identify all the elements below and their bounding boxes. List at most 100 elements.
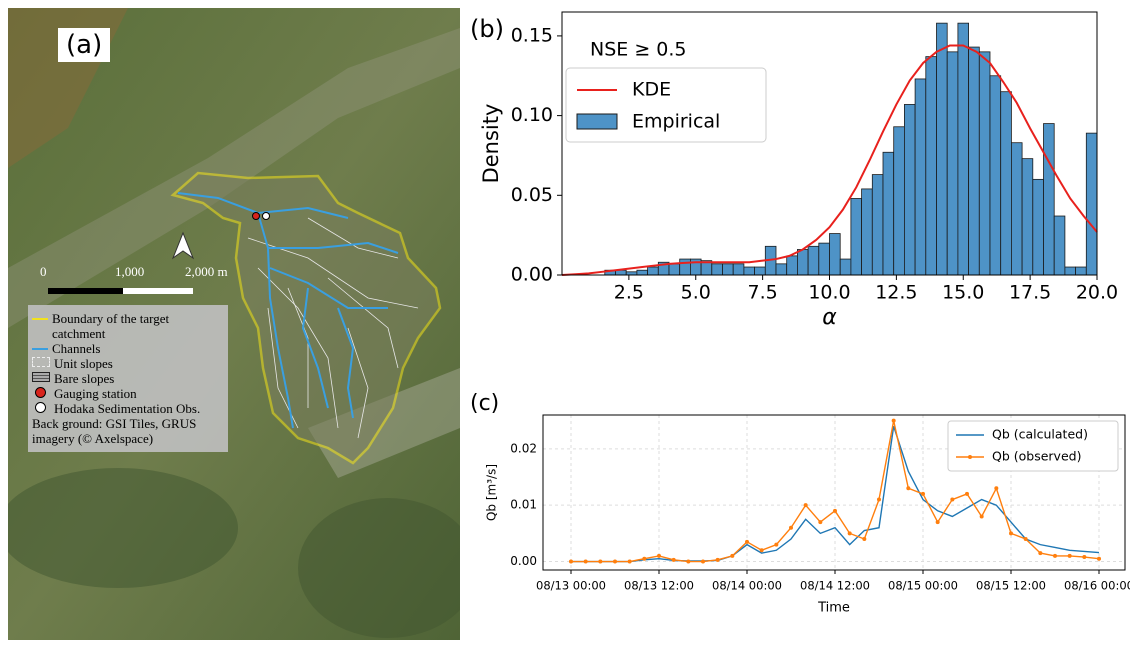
data-point: [774, 543, 778, 547]
legend-swatch: [968, 455, 972, 459]
y-tick-label: 0.00: [510, 554, 537, 568]
x-tick-label: 2.5: [614, 282, 644, 304]
bar: [883, 152, 894, 275]
bar: [926, 57, 937, 275]
data-point: [848, 531, 852, 535]
legend-swatch: [577, 114, 617, 129]
data-point: [1068, 554, 1072, 558]
y-tick-label: 0.00: [511, 264, 553, 286]
annotation: NSE ≥ 0.5: [590, 39, 687, 61]
data-point: [657, 554, 661, 558]
bar: [755, 267, 766, 275]
data-point: [628, 560, 632, 564]
x-axis-label: Time: [817, 601, 850, 616]
bar: [840, 259, 851, 275]
data-point: [598, 560, 602, 564]
bar: [947, 52, 958, 275]
bar: [744, 267, 755, 275]
x-tick-label: 20.0: [1076, 282, 1118, 304]
bar: [990, 76, 1001, 275]
data-point: [569, 560, 573, 564]
data-point: [980, 514, 984, 518]
x-tick-label: 08/15 00:00: [888, 579, 958, 593]
bar: [830, 234, 841, 275]
charts: 0.000.050.100.152.55.07.510.012.515.017.…: [0, 0, 1130, 646]
bar: [894, 127, 905, 275]
bar: [797, 249, 808, 275]
x-tick-label: 10.0: [808, 282, 850, 304]
x-axis-label: α: [822, 305, 837, 330]
x-tick-label: 08/16 00:00: [1064, 579, 1130, 593]
data-point: [877, 498, 881, 502]
data-point: [1053, 554, 1057, 558]
bar: [1086, 133, 1097, 275]
bar: [723, 264, 734, 275]
bar: [637, 270, 648, 275]
bar: [819, 243, 830, 275]
data-point: [672, 558, 676, 562]
bar: [969, 47, 980, 275]
data-point: [701, 560, 705, 564]
legend-label: Qb (calculated): [992, 427, 1088, 442]
y-tick-label: 0.01: [510, 498, 537, 512]
y-axis-label: Qb [m³/s]: [485, 464, 499, 521]
page: (a) 01,0002,000 m Boundary of the target…: [0, 0, 1130, 646]
x-tick-label: 17.5: [1009, 282, 1051, 304]
panel-label: (b): [470, 15, 504, 43]
data-point: [1097, 557, 1101, 561]
y-tick-label: 0.02: [510, 441, 537, 455]
bar: [712, 264, 723, 275]
x-tick-label: 12.5: [875, 282, 917, 304]
x-tick-label: 08/14 00:00: [712, 579, 782, 593]
bar: [862, 189, 873, 275]
legend-label: KDE: [632, 79, 671, 101]
data-point: [994, 486, 998, 490]
bar: [1033, 179, 1044, 275]
bar: [1054, 216, 1065, 275]
bar: [958, 23, 969, 275]
data-point: [1009, 531, 1013, 535]
x-tick-label: 7.5: [748, 282, 778, 304]
x-tick-label: 15.0: [942, 282, 984, 304]
data-point: [789, 526, 793, 530]
data-point: [818, 520, 822, 524]
data-point: [1024, 537, 1028, 541]
bar: [1022, 159, 1033, 275]
y-axis-label: Density: [479, 104, 503, 184]
bar: [648, 267, 659, 275]
bar: [904, 104, 915, 275]
data-point: [584, 560, 588, 564]
bar: [1011, 143, 1022, 275]
bar: [1076, 267, 1087, 275]
bar: [979, 52, 990, 275]
bar: [937, 23, 948, 275]
legend-label: Empirical: [632, 111, 720, 133]
data-point: [921, 492, 925, 496]
bar: [1065, 267, 1076, 275]
data-point: [1038, 551, 1042, 555]
x-tick-label: 08/15 12:00: [976, 579, 1046, 593]
data-point: [686, 560, 690, 564]
panel-label: (c): [470, 391, 499, 416]
bar: [787, 256, 798, 275]
data-point: [745, 540, 749, 544]
y-tick-label: 0.10: [511, 104, 553, 126]
data-point: [716, 558, 720, 562]
bar: [1044, 124, 1055, 275]
x-tick-label: 08/14 12:00: [800, 579, 870, 593]
data-point: [906, 486, 910, 490]
bar: [733, 264, 744, 275]
data-point: [642, 557, 646, 561]
data-point: [936, 520, 940, 524]
data-point: [730, 554, 734, 558]
data-point: [862, 537, 866, 541]
data-point: [950, 498, 954, 502]
bar: [915, 79, 926, 275]
bar: [808, 246, 819, 275]
y-tick-label: 0.05: [511, 184, 553, 206]
data-point: [613, 560, 617, 564]
data-point: [1082, 555, 1086, 559]
y-tick-label: 0.15: [511, 24, 553, 46]
bar: [851, 198, 862, 275]
data-point: [804, 503, 808, 507]
